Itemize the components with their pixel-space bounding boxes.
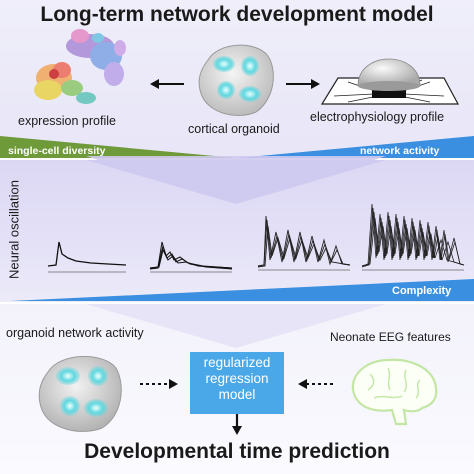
microelectrode-array-icon (320, 58, 460, 105)
dotted-arrow-right-icon (140, 379, 178, 389)
regression-model-box: regularized regression model (190, 352, 284, 414)
oscillation-trace-3 (257, 215, 351, 271)
diversity-activity-wedges (0, 136, 474, 158)
complexity-wedge (10, 279, 474, 301)
down-chevron-arrow-2 (86, 304, 386, 348)
prediction-title: Developmental time prediction (84, 440, 390, 463)
down-chevron-arrow-1-overlay (86, 160, 386, 204)
electrophysiology-profile-caption: electrophysiology profile (310, 110, 445, 124)
arrow-left-icon (150, 79, 184, 89)
arrow-right-icon (286, 79, 320, 89)
expression-profile-caption: expression profile (18, 114, 116, 128)
cortical-organoid-caption: cortical organoid (188, 122, 280, 136)
model-label-line-3: model (218, 387, 256, 402)
neural-oscillation-axis-label: Neural oscillation (6, 180, 22, 279)
neonate-eeg-features-caption: Neonate EEG features (330, 330, 451, 344)
oscillation-trace-1 (47, 241, 127, 273)
model-label-line-1: regularized (203, 355, 271, 370)
oscillation-trace-4 (361, 203, 465, 271)
organoid-icon-bottom (38, 356, 122, 432)
complexity-label: Complexity (392, 285, 452, 297)
dotted-arrow-left-icon (298, 379, 336, 389)
brain-icon (351, 358, 438, 426)
organoid-icon (198, 44, 274, 116)
page-title: Long-term network development model (40, 3, 434, 26)
umap-scatter-image (34, 29, 126, 104)
organoid-network-activity-caption: organoid network activity (6, 326, 144, 340)
network-activity-label: network activity (360, 145, 440, 157)
single-cell-diversity-label: single-cell diversity (8, 145, 106, 157)
model-label-line-2: regression (205, 371, 269, 386)
oscillation-trace-2 (149, 241, 233, 273)
arrow-down-icon (232, 414, 242, 435)
